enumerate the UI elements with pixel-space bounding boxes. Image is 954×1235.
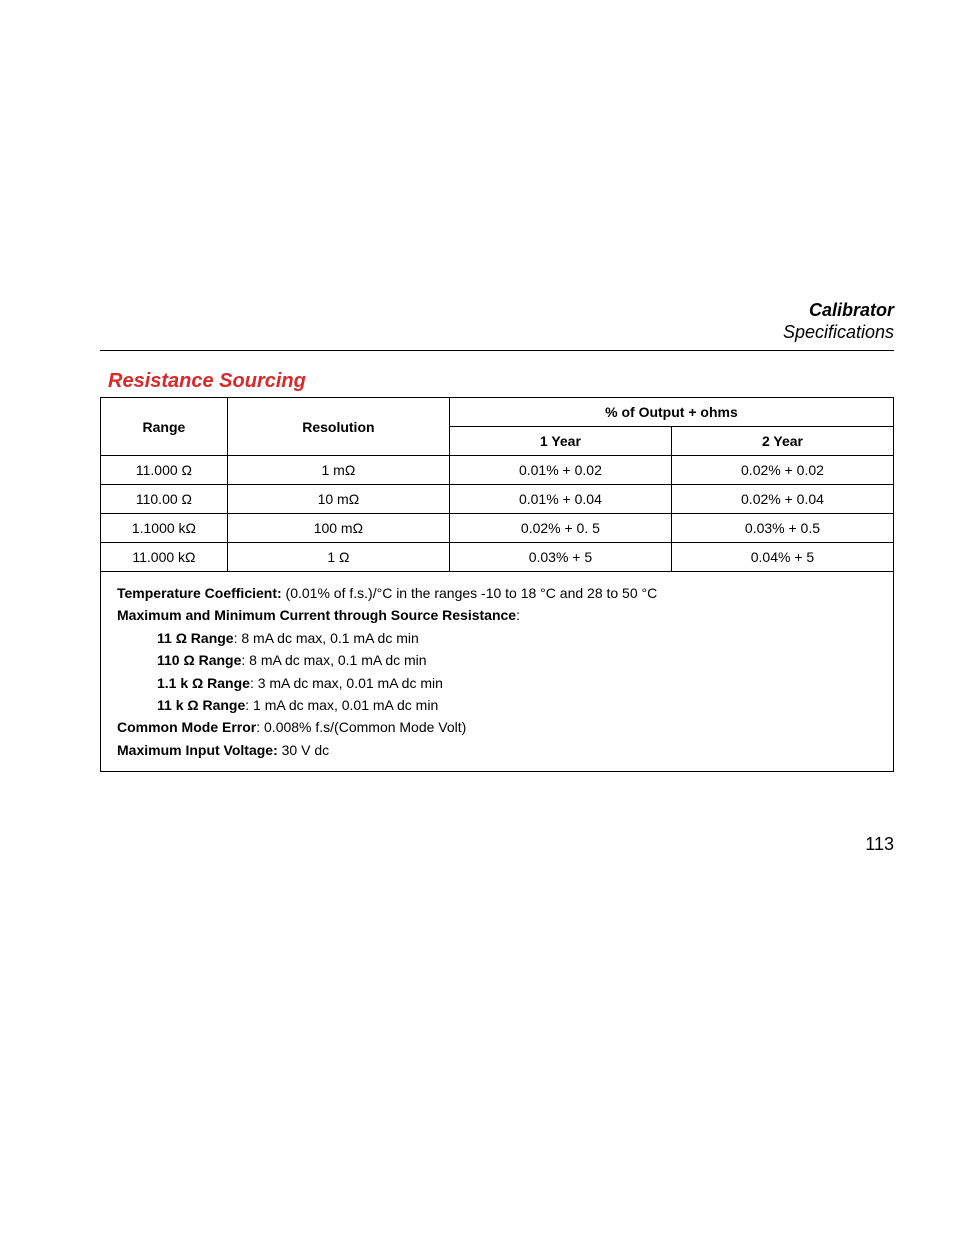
cell-year2: 0.03% + 0.5 <box>671 514 893 543</box>
cell-range: 110.00 Ω <box>101 485 228 514</box>
note-cm-error-text: : 0.008% f.s/(Common Mode Volt) <box>256 719 466 735</box>
note-cm-error-label: Common Mode Error <box>117 719 256 735</box>
note-temp-coef: Temperature Coefficient: (0.01% of f.s.)… <box>117 582 877 604</box>
header-rule <box>100 350 894 351</box>
cell-year1: 0.01% + 0.02 <box>449 456 671 485</box>
col-year2: 2 Year <box>671 427 893 456</box>
cell-year2: 0.02% + 0.04 <box>671 485 893 514</box>
col-accuracy-group: % of Output + ohms <box>449 398 893 427</box>
note-range-110-label: 110 Ω Range <box>157 652 241 668</box>
header-title: Calibrator <box>783 300 894 322</box>
content-area: Resistance Sourcing Range Resolution % o… <box>100 370 894 772</box>
note-range-11k-label: 11 k Ω Range <box>157 697 245 713</box>
table-row: 110.00 Ω 10 mΩ 0.01% + 0.04 0.02% + 0.04 <box>101 485 894 514</box>
table-row: 1.1000 kΩ 100 mΩ 0.02% + 0. 5 0.03% + 0.… <box>101 514 894 543</box>
col-resolution: Resolution <box>227 398 449 456</box>
cell-year2: 0.04% + 5 <box>671 543 893 572</box>
note-range-11-text: : 8 mA dc max, 0.1 mA dc min <box>234 630 419 646</box>
note-range-110-text: : 8 mA dc max, 0.1 mA dc min <box>241 652 426 668</box>
col-range: Range <box>101 398 228 456</box>
cell-range: 11.000 kΩ <box>101 543 228 572</box>
note-cm-error: Common Mode Error: 0.008% f.s/(Common Mo… <box>117 716 877 738</box>
cell-range: 1.1000 kΩ <box>101 514 228 543</box>
note-max-min-label: Maximum and Minimum Current through Sour… <box>117 607 516 623</box>
note-max-input-text: 30 V dc <box>278 742 329 758</box>
note-range-11k-text: : 1 mA dc max, 0.01 mA dc min <box>245 697 438 713</box>
note-max-min: Maximum and Minimum Current through Sour… <box>117 604 877 626</box>
cell-year1: 0.01% + 0.04 <box>449 485 671 514</box>
running-header: Calibrator Specifications <box>783 300 894 343</box>
cell-resolution: 1 Ω <box>227 543 449 572</box>
note-range-1-1k: 1.1 k Ω Range: 3 mA dc max, 0.01 mA dc m… <box>157 672 877 694</box>
note-temp-coef-label: Temperature Coefficient: <box>117 585 282 601</box>
header-subtitle: Specifications <box>783 322 894 344</box>
cell-resolution: 100 mΩ <box>227 514 449 543</box>
note-range-11: 11 Ω Range: 8 mA dc max, 0.1 mA dc min <box>157 627 877 649</box>
section-heading: Resistance Sourcing <box>108 370 894 393</box>
spec-table: Range Resolution % of Output + ohms 1 Ye… <box>100 397 894 772</box>
note-range-11-label: 11 Ω Range <box>157 630 234 646</box>
page: Calibrator Specifications Resistance Sou… <box>0 0 954 1235</box>
cell-year1: 0.02% + 0. 5 <box>449 514 671 543</box>
notes-cell: Temperature Coefficient: (0.01% of f.s.)… <box>101 572 894 772</box>
cell-resolution: 10 mΩ <box>227 485 449 514</box>
note-range-1-1k-text: : 3 mA dc max, 0.01 mA dc min <box>250 675 443 691</box>
page-number: 113 <box>865 834 894 855</box>
cell-year2: 0.02% + 0.02 <box>671 456 893 485</box>
note-range-110: 110 Ω Range: 8 mA dc max, 0.1 mA dc min <box>157 649 877 671</box>
table-row: 11.000 Ω 1 mΩ 0.01% + 0.02 0.02% + 0.02 <box>101 456 894 485</box>
cell-range: 11.000 Ω <box>101 456 228 485</box>
note-range-11k: 11 k Ω Range: 1 mA dc max, 0.01 mA dc mi… <box>157 694 877 716</box>
note-max-input: Maximum Input Voltage: 30 V dc <box>117 739 877 761</box>
table-row: 11.000 kΩ 1 Ω 0.03% + 5 0.04% + 5 <box>101 543 894 572</box>
note-range-1-1k-label: 1.1 k Ω Range <box>157 675 250 691</box>
cell-resolution: 1 mΩ <box>227 456 449 485</box>
table-notes-row: Temperature Coefficient: (0.01% of f.s.)… <box>101 572 894 772</box>
col-year1: 1 Year <box>449 427 671 456</box>
note-temp-coef-text: (0.01% of f.s.)/°C in the ranges -10 to … <box>282 585 658 601</box>
table-header-row-1: Range Resolution % of Output + ohms <box>101 398 894 427</box>
cell-year1: 0.03% + 5 <box>449 543 671 572</box>
note-max-input-label: Maximum Input Voltage: <box>117 742 278 758</box>
